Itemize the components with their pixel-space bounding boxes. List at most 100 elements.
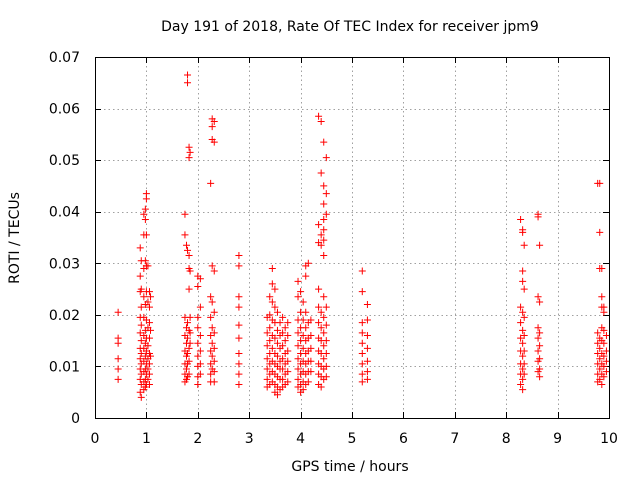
data-point [140, 210, 148, 218]
data-point [235, 262, 243, 270]
data-point [536, 241, 544, 249]
data-point [536, 355, 544, 363]
data-point [596, 228, 604, 236]
data-point [322, 210, 330, 218]
data-point [596, 365, 604, 373]
data-point [136, 329, 144, 337]
data-point [302, 272, 310, 280]
data-point [185, 143, 193, 151]
data-point [184, 246, 192, 254]
data-point [517, 215, 525, 223]
data-point [235, 380, 243, 388]
data-point [519, 277, 527, 285]
y-axis-title: ROTI / TECUs [7, 192, 23, 284]
data-point [322, 321, 330, 329]
data-point [520, 347, 528, 355]
data-point [517, 303, 525, 311]
data-point [534, 334, 542, 342]
data-point [320, 215, 328, 223]
data-point [137, 337, 145, 345]
plot-frame [95, 57, 610, 419]
data-point [142, 195, 150, 203]
data-point [279, 342, 287, 350]
data-point [598, 264, 606, 272]
data-point [263, 375, 271, 383]
data-point [145, 380, 153, 388]
data-point [315, 112, 323, 120]
y-tick-label: 0.01 [49, 359, 80, 375]
chart-title: Day 191 of 2018, Rate Of TEC Index for r… [161, 19, 539, 35]
data-point [322, 350, 330, 358]
data-point [320, 342, 328, 350]
y-tick-label: 0.02 [49, 308, 80, 324]
data-point [284, 319, 292, 327]
data-point [281, 324, 289, 332]
data-point [294, 329, 302, 337]
data-point [181, 210, 189, 218]
data-point [266, 324, 274, 332]
data-point [602, 357, 610, 365]
data-point [322, 373, 330, 381]
data-point [196, 275, 204, 283]
data-point [594, 329, 602, 337]
data-point [598, 293, 606, 301]
data-point [235, 293, 243, 301]
data-point [519, 375, 527, 383]
data-point [602, 368, 610, 376]
data-point [185, 285, 193, 293]
data-point [299, 344, 307, 352]
data-point [302, 308, 310, 316]
data-point [208, 324, 216, 332]
data-point [358, 350, 366, 358]
data-point [210, 329, 218, 337]
data-point [184, 71, 192, 79]
data-point [208, 123, 216, 131]
data-point [358, 267, 366, 275]
data-point [600, 308, 608, 316]
data-point [294, 342, 302, 350]
data-point [302, 324, 310, 332]
data-point [145, 370, 153, 378]
data-point [266, 337, 274, 345]
data-point [271, 303, 279, 311]
x-tick-label: 1 [142, 431, 151, 447]
data-point [137, 321, 145, 329]
data-point [358, 319, 366, 327]
data-point [235, 360, 243, 368]
data-point [114, 355, 122, 363]
data-point [235, 350, 243, 358]
data-point [273, 352, 281, 360]
data-point [294, 375, 302, 383]
data-point [317, 241, 325, 249]
data-point [268, 298, 276, 306]
data-point [276, 319, 284, 327]
data-point [307, 344, 315, 352]
data-point [210, 267, 218, 275]
data-point [317, 308, 325, 316]
data-point [600, 326, 608, 334]
data-point [186, 329, 194, 337]
data-point [299, 386, 307, 394]
data-point [304, 378, 312, 386]
data-point [519, 267, 527, 275]
y-tick-label: 0.06 [49, 102, 80, 118]
data-point [320, 182, 328, 190]
data-point [141, 205, 149, 213]
data-point [320, 138, 328, 146]
data-point [185, 344, 193, 352]
data-point [519, 228, 527, 236]
data-point [322, 303, 330, 311]
data-point [140, 293, 148, 301]
data-point [517, 380, 525, 388]
data-point [144, 342, 152, 350]
y-tick-label: 0.07 [49, 50, 80, 66]
data-point [235, 321, 243, 329]
data-point [145, 360, 153, 368]
data-point [196, 370, 204, 378]
data-point [184, 334, 192, 342]
data-point [194, 380, 202, 388]
data-point [141, 215, 149, 223]
data-point [279, 375, 287, 383]
data-point [317, 117, 325, 125]
data-point [315, 303, 323, 311]
